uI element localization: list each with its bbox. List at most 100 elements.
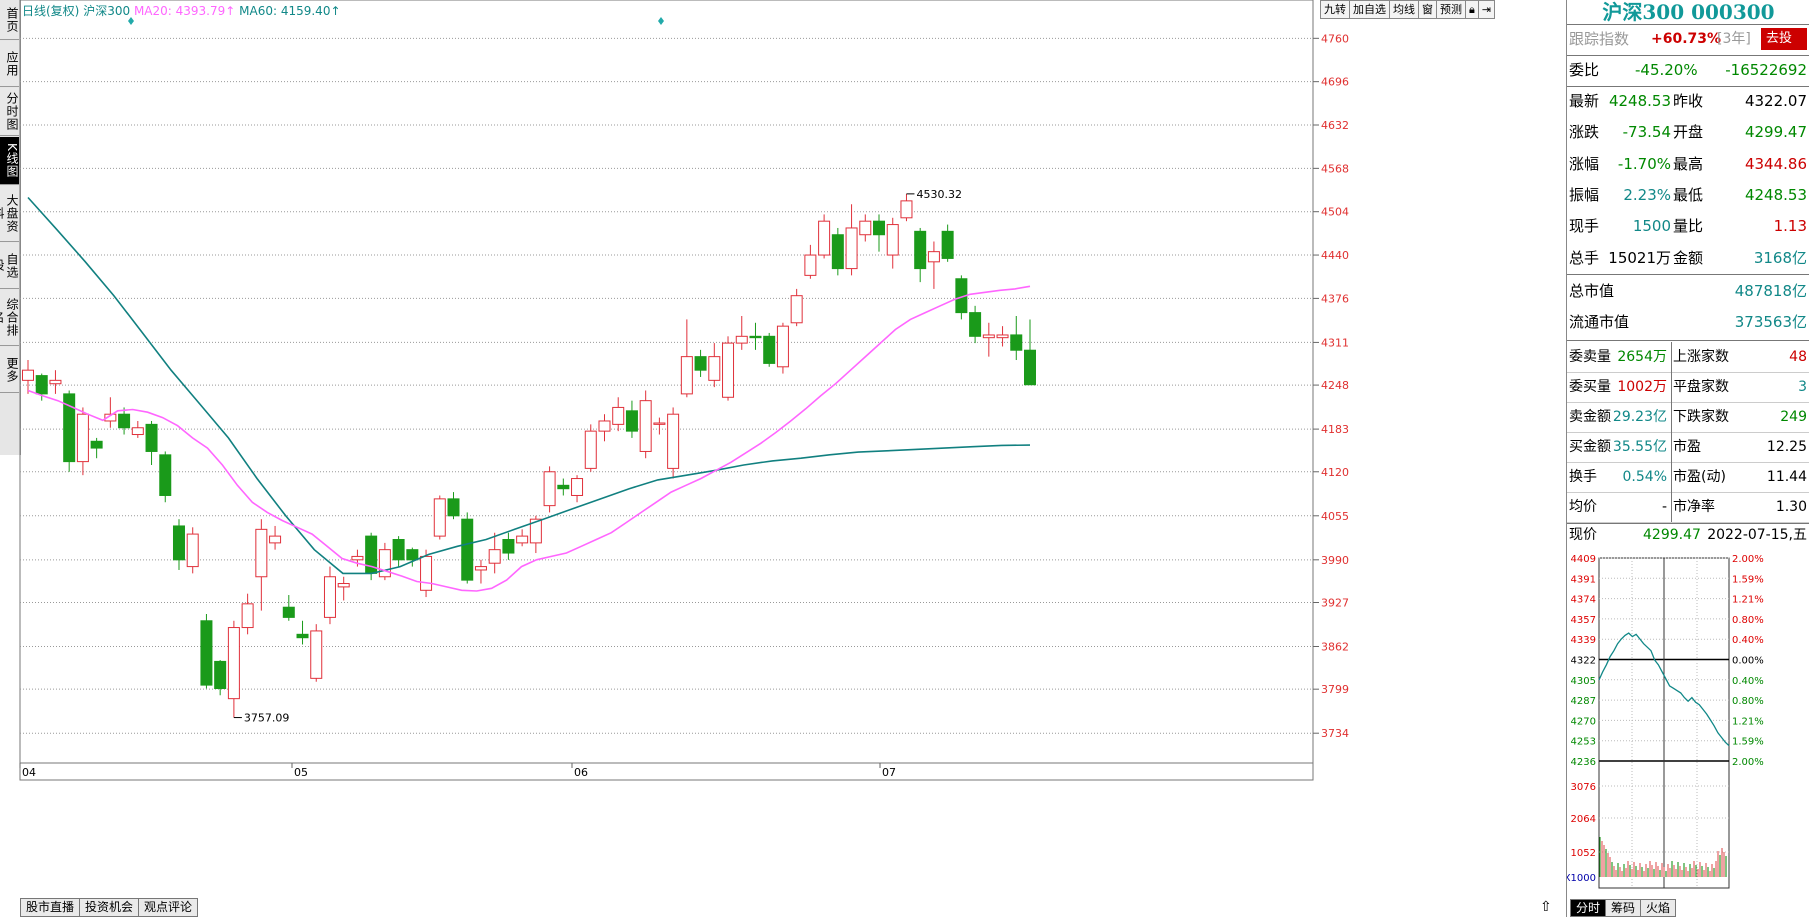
forecast-button[interactable]: 预测 — [1436, 0, 1466, 19]
market-cap-row: 总市值 487818亿 — [1569, 276, 1807, 306]
mini-vol-tick: 1052 — [1571, 848, 1596, 859]
window-button[interactable]: 窗 — [1418, 0, 1437, 19]
candle-body — [269, 535, 282, 544]
quote-value: 1500 — [1632, 217, 1671, 236]
stat-row: 均价 - 市净率 1.30 — [1569, 492, 1807, 522]
tab-intraday[interactable]: 分时 — [1570, 899, 1607, 917]
candle-body — [598, 420, 611, 432]
mini-price-line — [1598, 632, 1730, 747]
candle-body — [735, 335, 748, 344]
candle-body — [749, 335, 762, 339]
candle-body — [612, 406, 625, 425]
ma20-line — [27, 285, 1031, 592]
stat-value: 29.23亿 — [1612, 409, 1667, 425]
quote-label: 最新 — [1569, 92, 1600, 110]
tab-comments[interactable]: 观点评论 — [138, 898, 199, 917]
ma60-label: MA60: 4159.40↑ — [239, 4, 341, 18]
mini-pct-tick: 1.21% — [1732, 595, 1764, 606]
sidebar-item-market-info[interactable]: 大盘资料 — [0, 186, 19, 242]
candle-body — [296, 633, 309, 639]
stat-value: 35.55亿 — [1612, 439, 1667, 455]
candle-body — [886, 224, 899, 256]
chart-header: 日线(复权) 沪深300 MA20: 4393.79↑ MA60: 4159.4… — [22, 2, 341, 19]
low-annotation: 3757.09 — [244, 712, 290, 725]
candle-body — [914, 230, 927, 270]
quote-panel: 沪深300 000300 跟踪指数 +60.73% [3年] 去投资 委比 -4… — [1566, 0, 1809, 917]
candle-body — [1010, 334, 1023, 351]
candle-body — [227, 627, 240, 700]
candle-body — [474, 566, 487, 571]
mini-price-tick: 4305 — [1571, 676, 1596, 687]
stat-label: 市净率 — [1673, 499, 1715, 515]
quote-row: 涨跌 -73.54 开盘 4299.47 — [1569, 117, 1807, 147]
stat-label: 平盘家数 — [1673, 379, 1729, 395]
stat-value: 0.54% — [1622, 469, 1667, 485]
sidebar-item-kline[interactable]: K线图 — [0, 137, 19, 185]
sidebar-item-watchlist[interactable]: 自选股 — [0, 243, 19, 289]
quote-row: 最新 4248.53 昨收 4322.07 — [1569, 86, 1807, 116]
sidebar-item-more[interactable]: 更多 — [0, 347, 19, 393]
quote-label: 总手 — [1569, 248, 1600, 267]
candle-body — [694, 356, 707, 371]
quote-value: 1.13 — [1773, 217, 1807, 236]
intraday-mini-chart[interactable]: 4409 2.00% 4391 1.59% 4374 1.21% 4357 0.80% 4339… — [1567, 548, 1809, 898]
stat-label: 委买量 — [1569, 379, 1611, 395]
stat-value: 3 — [1798, 379, 1807, 395]
mini-price-tick: 4357 — [1571, 615, 1596, 626]
quote-label: 量比 — [1673, 217, 1704, 236]
sidebar-item-intraday[interactable]: 分时图 — [0, 88, 19, 136]
mini-vol-tick: 2064 — [1571, 814, 1596, 825]
stat-value: 12.25 — [1766, 439, 1807, 455]
stat-label: 均价 — [1569, 499, 1597, 515]
candle-body — [804, 254, 817, 276]
candle-body — [502, 539, 515, 554]
candle-body — [90, 440, 103, 449]
candle-body — [488, 549, 501, 564]
y-tick-label: 4055 — [1321, 510, 1349, 523]
mini-chart-tabs: 分时 筹码 火焰 — [1570, 899, 1677, 917]
candle-body — [680, 356, 693, 395]
y-tick-label: 4504 — [1321, 206, 1349, 219]
tab-chips[interactable]: 筹码 — [1605, 899, 1642, 917]
y-tick-label: 3990 — [1321, 554, 1349, 567]
candle-body — [625, 410, 638, 432]
quote-row: 现手 1500 量比 1.13 — [1569, 211, 1807, 241]
stat-label: 上涨家数 — [1673, 349, 1729, 365]
candle-body — [159, 454, 172, 496]
candle-body — [447, 498, 460, 517]
stat-label: 下跌家数 — [1673, 409, 1729, 425]
candle-body — [529, 518, 542, 544]
to-top-icon[interactable]: ⇧ — [1540, 899, 1552, 915]
mini-price-tick: 4409 — [1571, 554, 1596, 565]
quote-label: 昨收 — [1673, 92, 1704, 110]
candle-body — [255, 528, 268, 578]
candle-body — [1024, 349, 1036, 386]
stat-label: 买金额 — [1569, 439, 1611, 455]
exit-icon[interactable]: ⇥ — [1477, 0, 1496, 19]
sidebar-item-ranking[interactable]: 综合排名 — [0, 290, 19, 346]
candle-body — [859, 220, 872, 236]
invest-button[interactable]: 去投资 — [1761, 28, 1807, 68]
y-tick-label: 3862 — [1321, 641, 1349, 654]
tab-flame[interactable]: 火焰 — [1640, 899, 1677, 917]
sidebar-item-apps[interactable]: 应用 — [0, 41, 19, 87]
quote-label: 最高 — [1673, 154, 1704, 173]
sidebar-item-home[interactable]: 首页 — [0, 0, 19, 40]
y-tick-label: 4120 — [1321, 466, 1349, 479]
period-label: 日线(复权) — [22, 4, 80, 18]
mini-price-tick: 4374 — [1571, 595, 1596, 606]
event-marker — [128, 17, 134, 25]
candle-body — [818, 220, 831, 256]
ma20-label: MA20: 4393.79↑ — [133, 4, 236, 18]
mini-pct-tick: 2.00% — [1732, 757, 1764, 768]
kline-chart[interactable]: 4760 4696 4632 4568 4504 4440 4376 4311 4248 4183… — [0, 0, 1566, 898]
tab-opportunity[interactable]: 投资机会 — [79, 898, 140, 917]
tab-live[interactable]: 股市直播 — [20, 898, 81, 917]
x-tick-label: 07 — [882, 766, 896, 779]
candle-body — [776, 325, 789, 368]
now-row: 现价 4299.47 2022-07-15,五 — [1569, 523, 1807, 547]
mini-price-tick: 4236 — [1571, 757, 1596, 768]
candle-body — [118, 413, 131, 429]
candle-body — [186, 533, 199, 568]
candle-body — [378, 549, 391, 578]
